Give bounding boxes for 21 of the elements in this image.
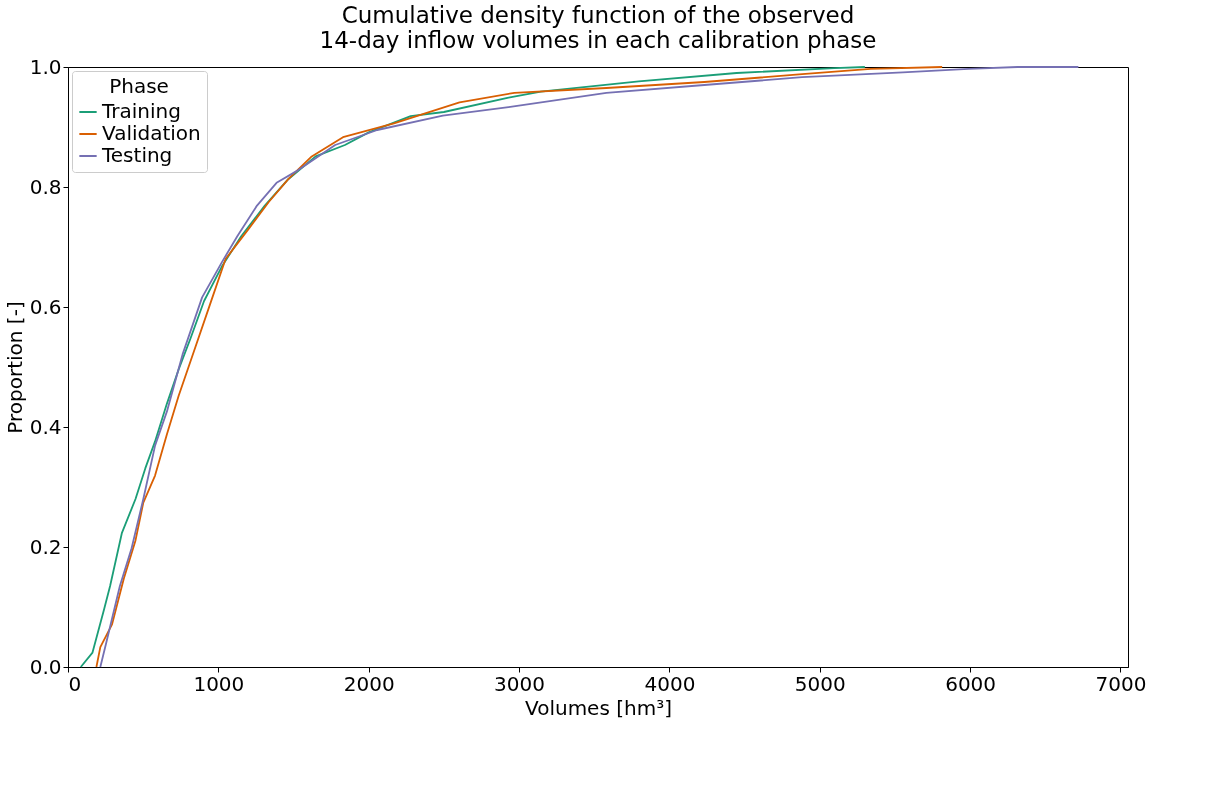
legend-label: Training: [101, 99, 181, 123]
y-tick-label: 0.6: [29, 294, 62, 319]
x-tick-label: 3000: [494, 671, 546, 696]
legend-label: Testing: [101, 143, 173, 167]
y-tick-label: 1.0: [29, 54, 62, 79]
y-tick-label: 0.0: [29, 654, 62, 679]
legend-label: Validation: [102, 121, 201, 145]
x-axis-title: Volumes [hm³]: [525, 695, 672, 720]
y-axis-title: Proportion [-]: [2, 301, 27, 434]
x-tick-label: 1000: [193, 671, 245, 696]
x-tick-label: 5000: [794, 671, 846, 696]
chart-title: Cumulative density function of the observed 14-day inflow volumes in each calibration phase: [319, 2, 877, 53]
y-tick-label: 0.4: [29, 414, 62, 439]
x-tick-label: 6000: [945, 671, 997, 696]
x-tick-label: 2000: [343, 671, 395, 696]
x-tick-label: 7000: [1095, 671, 1147, 696]
y-tick-label: 0.8: [29, 174, 62, 199]
legend-title: Phase: [109, 74, 169, 98]
x-tick-label: 4000: [644, 671, 696, 696]
y-tick-label: 0.2: [29, 534, 62, 559]
x-tick-label: 0: [68, 671, 82, 696]
